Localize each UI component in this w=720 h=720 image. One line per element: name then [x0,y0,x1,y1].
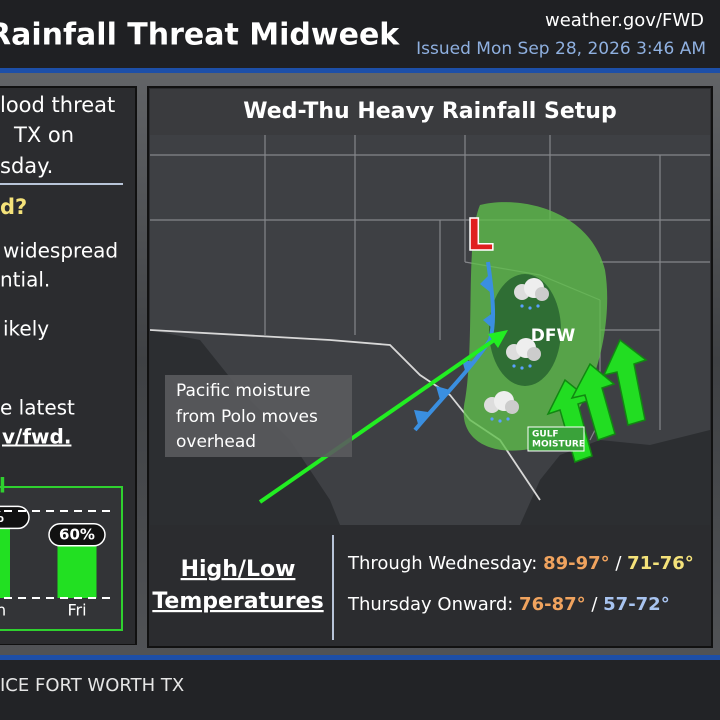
low-pressure: L [466,210,494,261]
note-line: Pacific moisture [176,381,311,401]
body-line: ikely [3,317,49,341]
cold-front [413,261,496,432]
city-label: DFW [531,326,576,346]
intro-line: sday. [0,154,53,178]
footer-bar [0,660,720,720]
header-bar [0,0,720,68]
temp-low: 71-76° [627,553,694,574]
issued-time: Issued Mon Sep 28, 2026 3:46 AM [416,39,706,59]
question: d? [0,195,27,219]
map-title-bar [150,89,710,135]
note-box [165,375,352,457]
temp-row: Thursday Onward: 76-87° / 57-72° [347,594,670,615]
intro-line: TX on [13,123,74,147]
temp-row: Through Wednesday: 89-97° / 71-76° [347,553,694,574]
border [150,329,541,501]
moisture-arrows [258,330,508,504]
temp-heading: High/Low [181,557,296,582]
office: ICE FORT WORTH TX [0,675,184,696]
gulf-label-box [527,426,585,452]
temp-high: 76-87° [519,594,586,615]
temperature-box [150,545,710,645]
temp-heading: Temperatures [152,589,323,614]
note-line: overhead [176,432,256,452]
value-label: % [0,508,4,526]
value-label: 60% [59,525,95,543]
link-line: v/fwd. [2,425,71,449]
rain-chart: % n 60% Fri [0,505,112,620]
temp-label: Through Wednesday: [347,553,543,574]
gulf-label: GULF [532,430,559,440]
temp-label: Thursday Onward: [347,594,519,615]
header-rule [0,68,720,73]
website: weather.gov/FWD [545,10,704,31]
rain-icons [484,278,549,423]
bar [57,545,97,598]
value-pill [48,523,106,547]
temp-high: 89-97° [543,553,610,574]
intro-line: lood threat [0,93,115,117]
bar [0,528,10,598]
heavy-rain-core [489,274,561,386]
temp-sep: / [610,553,628,574]
temp-sep: / [586,594,604,615]
map: L DFW Pacific moisture from Polo moves o… [150,135,710,525]
footer-rule [0,655,720,660]
body-line: widespread [3,239,118,263]
note-line: from Polo moves [176,407,318,427]
gulf-arrows [546,338,648,463]
left-panel: lood threat TX on sday. d? widespread nt… [0,86,137,645]
body-line: e latest [0,396,75,420]
value-pill [0,505,30,530]
category-label: n [0,601,6,620]
gulf-label: MOISTURE [532,440,585,450]
header-title: Rainfall Threat Midweek [0,18,400,53]
temp-low: 57-72° [603,594,670,615]
map-title: Wed-Thu Heavy Rainfall Setup [243,99,616,124]
category-label: Fri [67,601,86,620]
front-triangles [414,275,494,424]
gulf-water [520,430,710,525]
body-line: ntial. [0,268,50,292]
rain-chart-title: l [0,474,6,498]
